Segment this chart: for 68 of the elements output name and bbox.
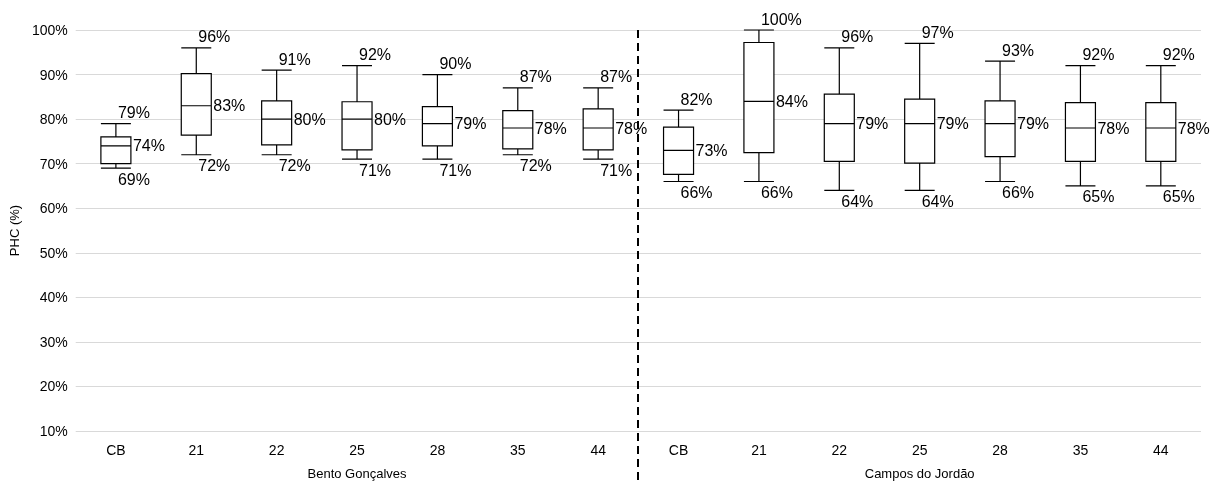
text: 96%: [841, 28, 874, 46]
text: 87%: [519, 68, 552, 86]
x-tick-label: 44: [590, 442, 607, 458]
text: 78%: [1177, 119, 1210, 137]
y-tick-label: 20%: [39, 378, 68, 395]
text: 71%: [600, 161, 633, 179]
x-tick-label: 28: [429, 442, 446, 458]
text: 79%: [936, 115, 969, 133]
text: 78%: [1097, 119, 1130, 137]
y-tick-label: 60%: [39, 200, 68, 217]
text: 72%: [278, 157, 311, 175]
text: 65%: [1082, 188, 1115, 206]
y-tick-label: 90%: [39, 66, 68, 83]
text: 71%: [359, 161, 392, 179]
x-tick-label: 35: [1072, 442, 1089, 458]
text: 79%: [856, 115, 889, 133]
text: 91%: [278, 50, 311, 68]
text: 66%: [760, 183, 793, 201]
y-tick-label: 100%: [31, 22, 68, 38]
text: 69%: [117, 170, 150, 188]
y-tick-label: 10%: [39, 423, 68, 439]
text: 65%: [1162, 188, 1195, 206]
text: 72%: [198, 157, 231, 175]
y-tick-label: 50%: [39, 244, 68, 261]
text: 83%: [213, 97, 246, 115]
text: 80%: [374, 110, 407, 128]
text: 64%: [841, 192, 874, 210]
text: 80%: [293, 110, 326, 128]
text: 93%: [1002, 41, 1035, 59]
text: 92%: [359, 46, 392, 64]
text: 92%: [1162, 46, 1195, 64]
text: 73%: [695, 141, 728, 159]
text: 79%: [454, 115, 487, 133]
x-tick-label: 22: [831, 442, 848, 458]
text: 84%: [775, 92, 808, 110]
x-tick-label: 28: [992, 442, 1009, 458]
x-tick-label: 44: [1153, 442, 1169, 458]
y-tick-label: 80%: [39, 111, 68, 128]
text: 78%: [534, 119, 567, 137]
text: 72%: [519, 157, 552, 175]
text: 79%: [1017, 115, 1050, 133]
text: 79%: [117, 104, 150, 122]
text: 82%: [680, 90, 713, 108]
y-tick-label: 70%: [39, 155, 68, 172]
x-tick-label: 21: [751, 442, 767, 458]
text: Campos do Jordão: [864, 465, 975, 481]
x-tick-label: 25: [349, 442, 366, 458]
text: 87%: [600, 68, 633, 86]
text: 66%: [1002, 183, 1035, 201]
text: 74%: [132, 137, 165, 155]
text: 100%: [760, 10, 802, 28]
x-tick-label: 22: [268, 442, 285, 458]
text: 90%: [439, 55, 472, 73]
x-tick-label: 35: [510, 442, 526, 458]
y-axis-title: PHC (%): [7, 204, 22, 257]
text: 64%: [921, 192, 954, 210]
text: 71%: [439, 161, 472, 179]
y-tick-label: 30%: [39, 333, 68, 350]
x-tick-label: CB: [668, 442, 689, 458]
x-tick-label: 25: [911, 442, 928, 458]
x-tick-label: CB: [106, 442, 126, 458]
text: 97%: [921, 23, 954, 41]
text: Bento Gonçalves: [307, 465, 408, 481]
y-tick-label: 40%: [39, 289, 68, 306]
text: 92%: [1082, 46, 1115, 64]
text: 96%: [198, 28, 231, 46]
x-tick-label: 21: [188, 442, 205, 458]
text: 66%: [680, 183, 713, 201]
